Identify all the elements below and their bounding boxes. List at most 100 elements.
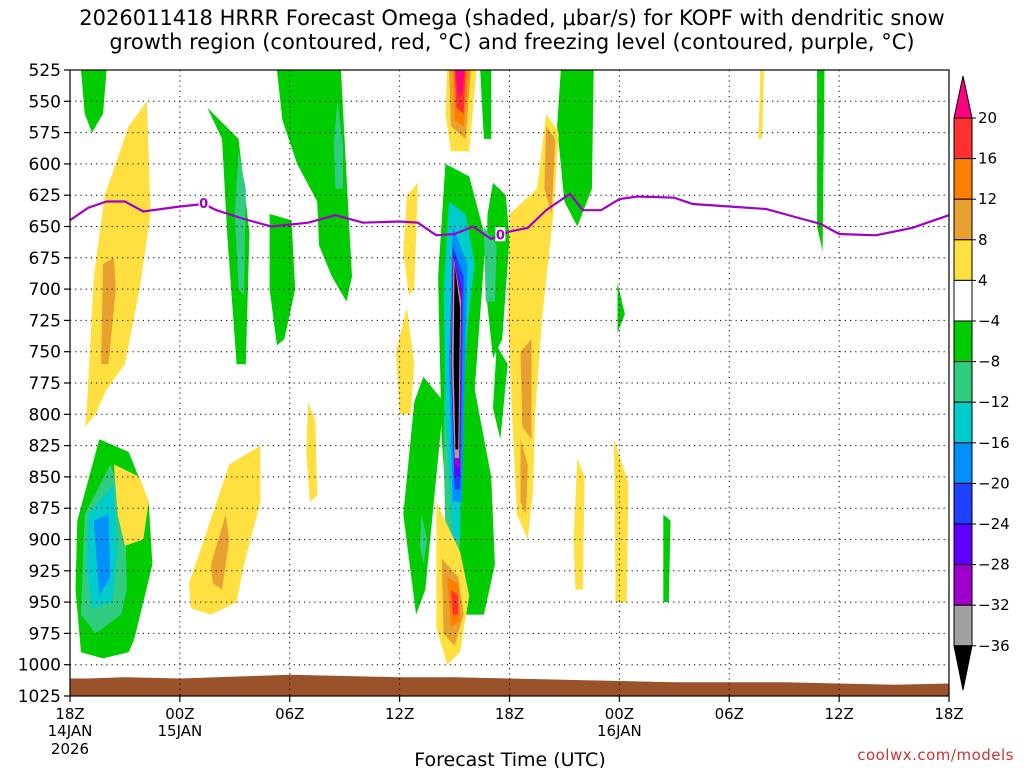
omega-region-13-0 [455, 70, 465, 95]
omega-region-0-6 [480, 70, 492, 139]
omega-region-1-5 [419, 514, 428, 565]
y-tick-label-9: 750 [29, 343, 61, 363]
omega-region-0-12 [663, 514, 671, 603]
credit-text: coolwx.com/models [857, 746, 1014, 764]
omega-region-0-3 [269, 214, 296, 346]
omega-region-9-4 [403, 182, 418, 296]
omega-shading [75, 70, 825, 665]
freezing-label-0: 0 [199, 197, 208, 212]
y-tick-label-13: 850 [29, 468, 61, 488]
omega-region-3-1 [93, 514, 111, 596]
colorbar-label-7: −12 [978, 393, 1010, 411]
colorbar-cell-9 [953, 442, 973, 484]
colorbar-label-0: 20 [978, 109, 997, 127]
y-tick-label-7: 700 [29, 280, 61, 300]
colorbar-cell-12 [953, 564, 973, 606]
colorbar-cell-11 [953, 523, 973, 566]
colorbar-label-10: −24 [978, 515, 1010, 533]
omega-region-0-2 [276, 70, 352, 302]
y-tick-label-5: 650 [29, 218, 61, 238]
x-tick-date-1: 15JAN [158, 722, 203, 740]
x-tick-label-3: 12Z [385, 705, 414, 723]
colorbar-label-2: 12 [978, 190, 997, 208]
y-tick-label-4: 625 [29, 186, 61, 206]
freezing-level: 00 [70, 192, 949, 243]
x-tick-label-2: 06Z [275, 705, 304, 723]
colorbar-cell-7 [953, 361, 973, 403]
y-tick-label-0: 525 [29, 61, 61, 81]
y-tick-label-14: 875 [29, 499, 61, 519]
y-tick-label-12: 825 [29, 437, 61, 457]
omega-region-12-1 [450, 589, 459, 615]
y-tick-label-8: 725 [29, 311, 61, 331]
omega-region-9-10 [573, 458, 585, 590]
colorbar-label-3: 8 [978, 231, 988, 249]
y-tick-label-1: 550 [29, 92, 61, 112]
colorbar-label-1: 16 [978, 150, 997, 168]
omega-region-1-2 [483, 226, 497, 302]
title-line-2: growth region (contoured, red, °C) and f… [109, 30, 915, 54]
colorbar-cell-4 [953, 239, 973, 281]
colorbar-label-4: 4 [978, 271, 988, 289]
colorbar-label-13: −36 [978, 637, 1010, 655]
x-tick-label-8: 18Z [934, 705, 963, 723]
omega-region-9-0 [84, 101, 151, 427]
terrain-fill [70, 674, 949, 696]
colorbar-label-8: −16 [978, 434, 1010, 452]
omega-region-0-7 [403, 376, 444, 615]
colorbar-label-12: −32 [978, 596, 1010, 614]
omega-region-1-0 [234, 151, 246, 296]
x-tick-label-1: 00Z [165, 705, 194, 723]
omega-region-8-0 [453, 264, 461, 450]
y-tick-label-20: 1025 [18, 687, 61, 707]
terrain-area [70, 674, 949, 696]
omega-region-0-9 [557, 70, 594, 227]
colorbar-cell-1 [953, 117, 973, 160]
y-tick-label-3: 600 [29, 155, 61, 175]
omega-region-10-0 [101, 257, 116, 365]
colorbar-bottom-arrow [953, 645, 973, 691]
x-tick-date-0: 14JAN [48, 722, 93, 740]
omega-region-9-5 [396, 307, 415, 415]
omega-region-10-1 [211, 514, 230, 590]
y-tick-label-19: 1000 [18, 656, 61, 676]
omega-region-10-6 [544, 126, 556, 214]
omega-region-0-5 [493, 345, 508, 440]
colorbar-top-arrow [953, 75, 973, 119]
y-tick-label-17: 950 [29, 593, 61, 613]
x-axis-label: Forecast Time (UTC) [414, 749, 605, 768]
x-tick-date-5: 16JAN [597, 722, 642, 740]
y-tick-label-18: 975 [29, 624, 61, 644]
x-tick-year-0: 2026 [51, 740, 89, 758]
colorbar-cell-3 [953, 198, 973, 241]
title-line-1: 2026011418 HRRR Forecast Omega (shaded, … [79, 6, 945, 30]
freezing-label-bg-1 [495, 227, 506, 242]
omega-region-9-11 [758, 70, 764, 139]
colorbar-label-11: −28 [978, 556, 1010, 574]
omega-region-9-7 [507, 113, 559, 540]
omega-region-0-0 [81, 70, 107, 133]
colorbar-cell-8 [953, 401, 973, 444]
y-tick-label-16: 925 [29, 562, 61, 582]
chart-title: 2026011418 HRRR Forecast Omega (shaded, … [0, 6, 1024, 54]
x-tick-label-6: 06Z [715, 705, 744, 723]
omega-region-10-5 [520, 439, 528, 515]
colorbar-label-6: −8 [978, 353, 1000, 371]
colorbar: 20 16 12 8 4 −4 −8 −12 −16 −20 −24 −28 −32 −36 [953, 75, 1010, 691]
omega-region-9-3 [306, 401, 318, 502]
y-tick-label-11: 800 [29, 405, 61, 425]
colorbar-label-5: −4 [978, 312, 1000, 330]
omega-region-9-2 [113, 464, 149, 546]
y-axis: 525 550 575 600 625 650 675 700 725 750 775 800 825 8… [18, 61, 70, 707]
y-tick-label-2: 575 [29, 124, 61, 144]
colorbar-cell-13 [953, 604, 973, 647]
colorbar-cell-10 [953, 482, 973, 525]
x-tick-label-5: 00Z [605, 705, 634, 723]
freezing-label-1: 0 [496, 228, 505, 243]
colorbar-cell-5 [953, 279, 973, 322]
omega-region-1-1 [333, 101, 343, 189]
freezing-label-bg-0 [198, 195, 209, 210]
x-tick-label-0: 18Z [55, 705, 84, 723]
